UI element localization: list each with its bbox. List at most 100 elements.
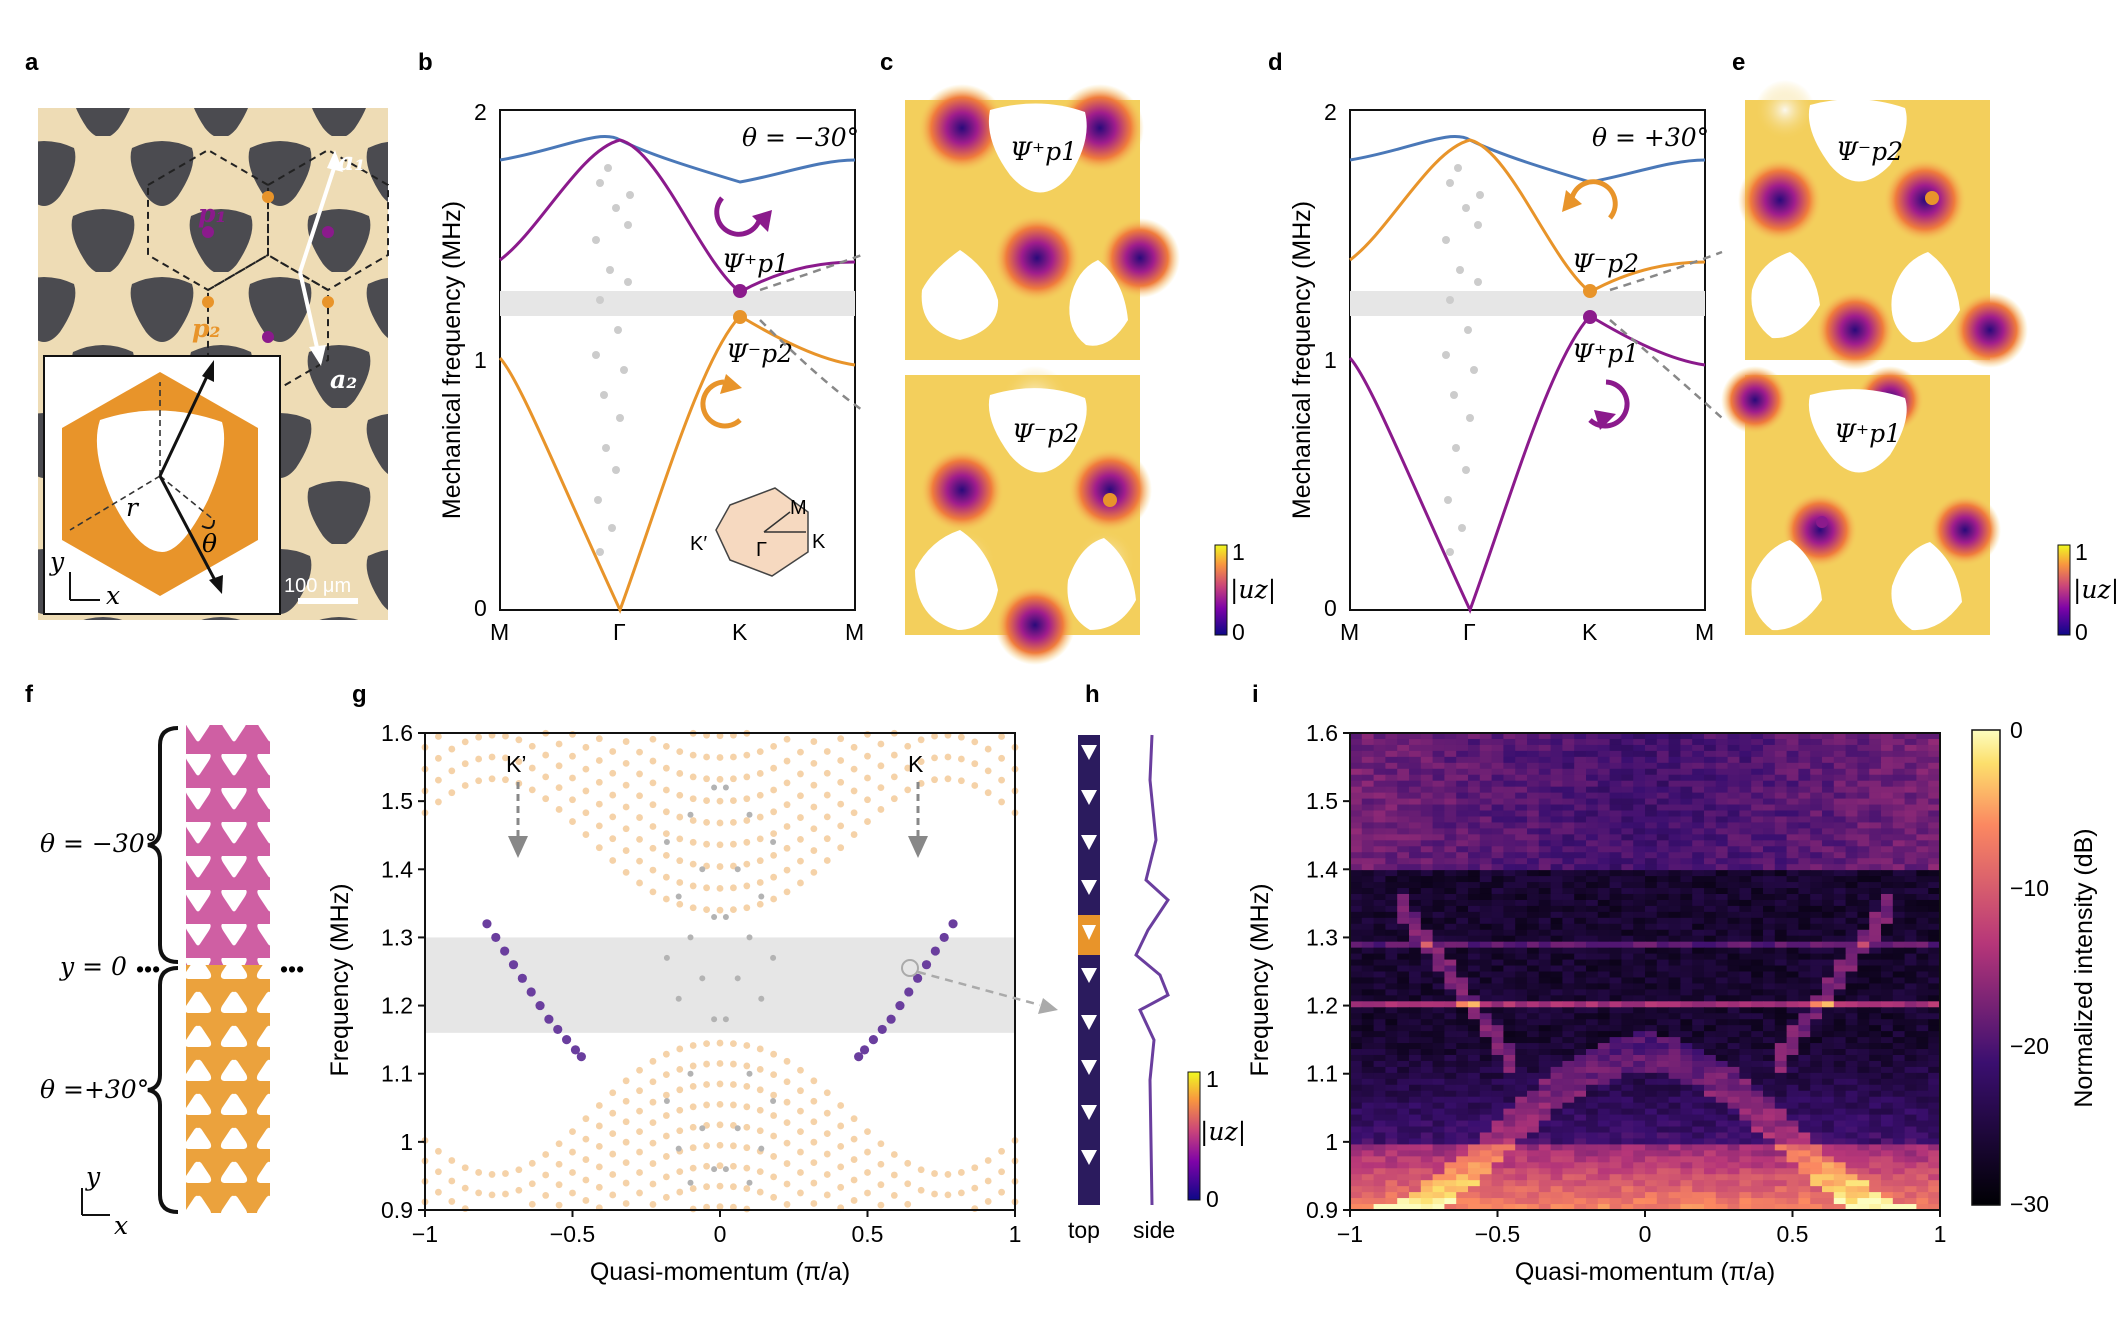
- heatmap-cell: [1586, 971, 1599, 979]
- heatmap-cell: [1727, 1198, 1740, 1205]
- heatmap-cell: [1869, 989, 1882, 996]
- heatmap-cell: [1869, 959, 1882, 967]
- heatmap-cell: [1432, 744, 1445, 752]
- bulk-point: [850, 1176, 858, 1184]
- heatmap-cell: [1456, 786, 1469, 794]
- heatmap-cell: [1916, 870, 1929, 877]
- cbar-tick: −20: [2010, 1033, 2049, 1059]
- heatmap-cell: [1527, 1096, 1540, 1104]
- heatmap-cell: [1704, 1204, 1717, 1211]
- heatmap-cell: [1668, 983, 1681, 990]
- bulk-point: [823, 748, 831, 755]
- heatmap-cell: [1550, 1054, 1563, 1062]
- heatmap-cell: [1751, 774, 1764, 782]
- heatmap-cell: [1432, 923, 1445, 931]
- heatmap-cell: [1739, 1054, 1752, 1062]
- heatmap-cell: [1432, 953, 1445, 961]
- bulk-point: [837, 1102, 845, 1109]
- heatmap-cell: [1468, 1180, 1481, 1187]
- bulk-point: [569, 752, 576, 760]
- heatmap-cell: [1833, 1144, 1847, 1151]
- cbar-label-i: Normalized intensity (dB): [2070, 828, 2098, 1107]
- heatmap-cell: [1597, 828, 1611, 835]
- heatmap-cell: [1468, 1066, 1481, 1074]
- bulk-point: [743, 795, 751, 803]
- panel-label-e: e: [1732, 49, 1745, 76]
- heatmap-cell: [1833, 768, 1847, 776]
- heatmap-cell: [1397, 1180, 1410, 1187]
- heatmap-cell: [1668, 876, 1681, 883]
- heatmap-cell: [1928, 1156, 1941, 1163]
- heatmap-cell: [1904, 1060, 1917, 1068]
- heatmap-cell: [1550, 1102, 1563, 1110]
- heatmap-cell: [1432, 1186, 1445, 1193]
- heatmap-cell: [1680, 852, 1693, 859]
- heatmap-cell: [1692, 923, 1705, 931]
- heatmap-cell: [1350, 1186, 1363, 1193]
- heatmap-cell: [1633, 965, 1646, 973]
- heatmap-cell: [1727, 1049, 1740, 1056]
- dashed-arrow: [1609, 250, 1723, 292]
- heatmap-cell: [1774, 971, 1788, 979]
- heatmap-cell: [1739, 959, 1752, 967]
- heatmap-cell: [1491, 750, 1504, 758]
- heatmap-cell: [1928, 1007, 1941, 1014]
- heatmap-cell: [1751, 1090, 1764, 1098]
- heatmap-cell: [1857, 923, 1870, 931]
- bulk-point: [998, 1147, 1005, 1155]
- heatmap-cell: [1633, 1180, 1646, 1187]
- heatmap-cell: [1373, 1019, 1386, 1026]
- heatmap-cell: [1562, 846, 1575, 853]
- heatmap-cell: [1633, 989, 1646, 996]
- heatmap-cell: [1503, 983, 1516, 990]
- heatmap-cell: [1904, 983, 1917, 990]
- heatmap-cell: [1385, 738, 1398, 746]
- heatmap-cell: [1774, 852, 1788, 859]
- heatmap-cell: [1503, 1126, 1516, 1134]
- heatmap-cell: [1479, 756, 1493, 764]
- heatmap-cell: [1810, 965, 1823, 973]
- heatmap-cell: [1361, 804, 1375, 812]
- heatmap-cell: [1621, 828, 1634, 835]
- bulk-grey-dots: [592, 164, 634, 556]
- heatmap-cell: [1468, 840, 1481, 847]
- heatmap-cell: [1409, 953, 1422, 961]
- heatmap-cell: [1586, 1019, 1599, 1026]
- heatmap-cell: [1550, 899, 1563, 907]
- heatmap-cell: [1869, 1054, 1882, 1062]
- heatmap-cell: [1845, 1144, 1858, 1151]
- heatmap-cell: [1550, 1120, 1563, 1128]
- heatmap-cell: [1491, 816, 1504, 824]
- heatmap-cell: [1904, 762, 1917, 770]
- heatmap-cell: [1881, 1072, 1894, 1080]
- heatmap-cell: [1881, 1013, 1894, 1020]
- heatmap-cell: [1597, 1019, 1611, 1026]
- heatmap-cell: [1715, 1102, 1729, 1110]
- dashed-guide: [69, 382, 215, 531]
- heatmap-cell: [1645, 768, 1658, 776]
- heatmap-cell: [1928, 810, 1941, 818]
- heatmap-cell: [1892, 1025, 1906, 1032]
- heatmap-cell: [1656, 1037, 1670, 1044]
- heatmap-cell: [1916, 846, 1929, 853]
- heatmap-cell: [1385, 888, 1398, 895]
- heatmap-cell: [1751, 1192, 1764, 1199]
- heatmap-cell: [1468, 1031, 1481, 1038]
- y-tick-label: 1.5: [381, 788, 413, 814]
- bulk-point: [475, 777, 483, 785]
- heatmap-cell: [1479, 953, 1493, 961]
- heatmap-cell: [1515, 1198, 1528, 1205]
- heatmap-cell: [1833, 1037, 1847, 1044]
- heatmap-cell: [1810, 1150, 1823, 1157]
- heatmap-cell: [1892, 1180, 1906, 1187]
- heatmap-cell: [1786, 1168, 1799, 1175]
- heatmap-cell: [1361, 1186, 1375, 1193]
- cbar-tick: −30: [2010, 1191, 2049, 1217]
- heatmap-cell: [1432, 1120, 1445, 1128]
- heatmap-cell: [1668, 1037, 1681, 1044]
- heatmap-cell: [1432, 1198, 1445, 1205]
- bulk-point: [689, 1062, 697, 1070]
- bulk-point: [662, 786, 670, 794]
- heatmap-cell: [1503, 1060, 1516, 1068]
- heatmap-cell: [1586, 864, 1599, 871]
